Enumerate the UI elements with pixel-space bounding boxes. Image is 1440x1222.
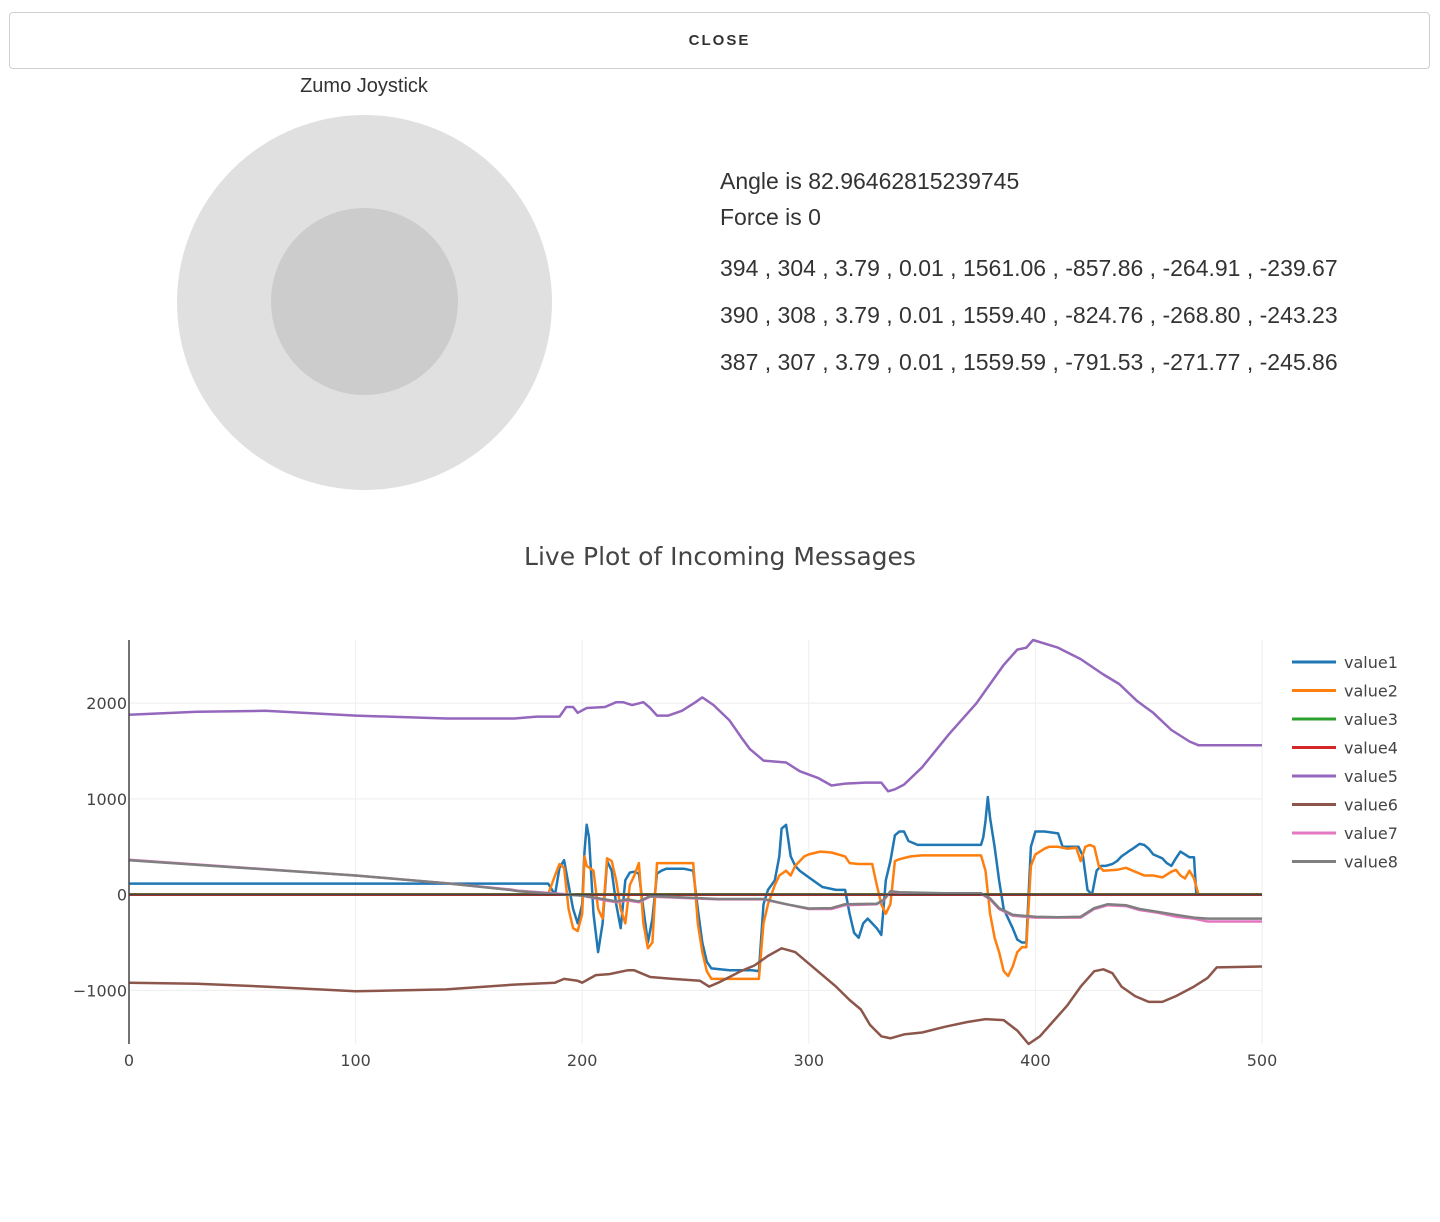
legend-item-value3[interactable]: value3: [1292, 710, 1398, 729]
legend-item-value6[interactable]: value6: [1292, 796, 1398, 815]
legend-item-value7[interactable]: value7: [1292, 824, 1398, 843]
legend-label: value7: [1344, 824, 1398, 843]
joystick-knob[interactable]: [271, 208, 458, 395]
series-line-value8: [128, 858, 1262, 920]
grid-layer: [129, 640, 1263, 1044]
message-line-1: 394 , 304 , 3.79 , 0.01 , 1561.06 , -857…: [720, 255, 1338, 281]
series-line-value6: [128, 947, 1263, 1046]
series-layer: [128, 638, 1263, 1046]
x-tick-label: 200: [567, 1051, 598, 1070]
live-plot[interactable]: Live Plot of Incoming Messages 0 100 200 30…: [0, 520, 1440, 1090]
y-tick-label: 2000: [86, 694, 127, 713]
legend-label: value1: [1344, 653, 1398, 672]
series-line-value1: [129, 795, 1198, 973]
close-button[interactable]: CLOSE: [9, 12, 1430, 69]
legend-label: value3: [1344, 710, 1398, 729]
legend-item-value1[interactable]: value1: [1292, 653, 1398, 672]
y-tick-label: 1000: [86, 790, 127, 809]
x-tick-label: 500: [1247, 1051, 1278, 1070]
series-line-value5: [128, 638, 1262, 793]
legend-item-value5[interactable]: value5: [1292, 767, 1398, 786]
legend-label: value4: [1344, 739, 1398, 758]
message-line-3: 387 , 307 , 3.79 , 0.01 , 1559.59 , -791…: [720, 349, 1338, 375]
legend-label: value6: [1344, 796, 1398, 815]
series-line-value2: [129, 843, 1200, 981]
plot-title: Live Plot of Incoming Messages: [524, 542, 916, 571]
y-tick-label: −1000: [73, 981, 127, 1000]
joystick-title: Zumo Joystick: [300, 75, 428, 97]
legend-item-value2[interactable]: value2: [1292, 682, 1398, 701]
x-tick-label: 300: [794, 1051, 825, 1070]
angle-readout: Angle is 82.96462815239745: [720, 168, 1020, 194]
legend-item-value8[interactable]: value8: [1292, 853, 1398, 872]
legend-label: value2: [1344, 682, 1398, 701]
legend: value1 value2 value3 value4 value5 value6 valu…: [1292, 653, 1398, 872]
x-tick-label: 400: [1020, 1051, 1051, 1070]
x-tick-label: 100: [340, 1051, 371, 1070]
message-line-2: 390 , 308 , 3.79 , 0.01 , 1559.40 , -824…: [720, 302, 1338, 328]
legend-label: value8: [1344, 853, 1398, 872]
x-tick-label: 0: [124, 1051, 134, 1070]
legend-label: value5: [1344, 767, 1398, 786]
axis-layer: 0 100 200 300 400 500 −1000 0 1000 2000: [73, 640, 1277, 1070]
force-readout: Force is 0: [720, 204, 821, 230]
legend-item-value4[interactable]: value4: [1292, 739, 1398, 758]
y-tick-label: 0: [117, 886, 127, 905]
